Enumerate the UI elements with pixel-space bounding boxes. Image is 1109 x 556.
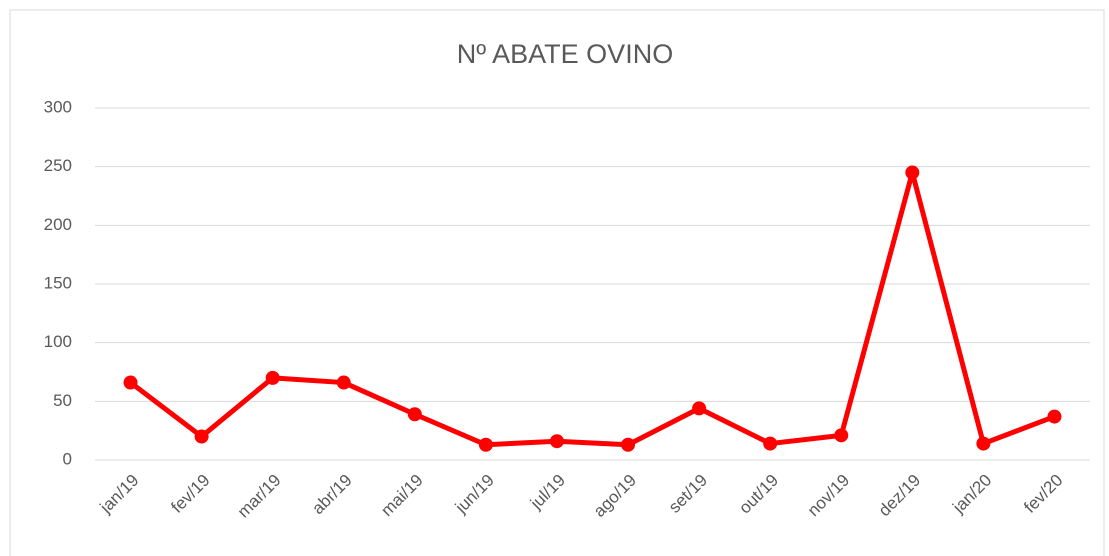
data-point <box>1047 409 1062 424</box>
data-point <box>976 436 991 451</box>
y-tick-label: 200 <box>44 215 72 234</box>
data-line <box>129 170 1056 448</box>
data-point <box>549 434 564 449</box>
chart-frame <box>9 9 1105 556</box>
data-point <box>478 437 493 452</box>
data-point <box>905 165 920 180</box>
data-point <box>621 437 636 452</box>
y-tick-label: 250 <box>44 156 72 175</box>
data-point <box>763 436 778 451</box>
y-tick-label: 100 <box>44 332 72 351</box>
data-point <box>265 370 280 385</box>
data-point <box>336 375 351 390</box>
data-point <box>123 375 138 390</box>
y-tick-label: 50 <box>53 391 72 410</box>
data-point <box>692 401 707 416</box>
y-tick-label: 300 <box>44 97 72 116</box>
chart-title: Nº ABATE OVINO <box>457 39 673 69</box>
y-tick-label: 150 <box>44 273 72 292</box>
data-point <box>194 429 209 444</box>
data-point <box>407 407 422 422</box>
y-tick-label: 0 <box>63 449 72 468</box>
data-point <box>834 428 849 443</box>
